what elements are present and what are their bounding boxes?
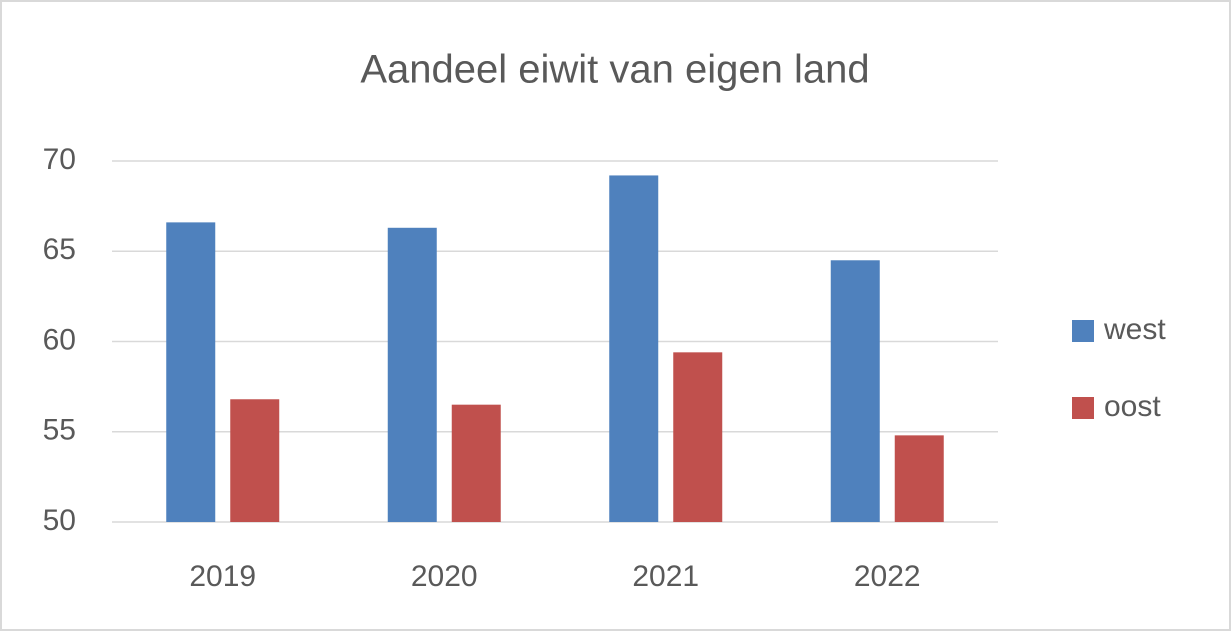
legend-label: west xyxy=(1103,313,1166,346)
x-tick-label: 2022 xyxy=(854,560,921,593)
legend-swatch xyxy=(1072,320,1094,342)
x-tick-label: 2021 xyxy=(632,560,699,593)
bar xyxy=(451,404,501,522)
x-tick-label: 2020 xyxy=(411,560,478,593)
y-tick-label: 65 xyxy=(43,233,76,266)
bar xyxy=(894,435,944,522)
bar xyxy=(673,352,723,522)
y-tick-label: 55 xyxy=(43,414,76,447)
y-tick-label: 70 xyxy=(43,143,76,176)
x-tick-label: 2019 xyxy=(189,560,256,593)
chart-title: Aandeel eiwit van eigen land xyxy=(360,48,869,92)
bar xyxy=(166,222,216,522)
bar xyxy=(830,260,880,522)
legend-label: oost xyxy=(1104,390,1161,423)
bar xyxy=(230,399,280,522)
bar xyxy=(609,175,659,522)
y-tick-label: 50 xyxy=(43,504,76,537)
bar xyxy=(387,227,437,522)
legend-swatch xyxy=(1072,397,1094,419)
y-tick-label: 60 xyxy=(43,323,76,356)
